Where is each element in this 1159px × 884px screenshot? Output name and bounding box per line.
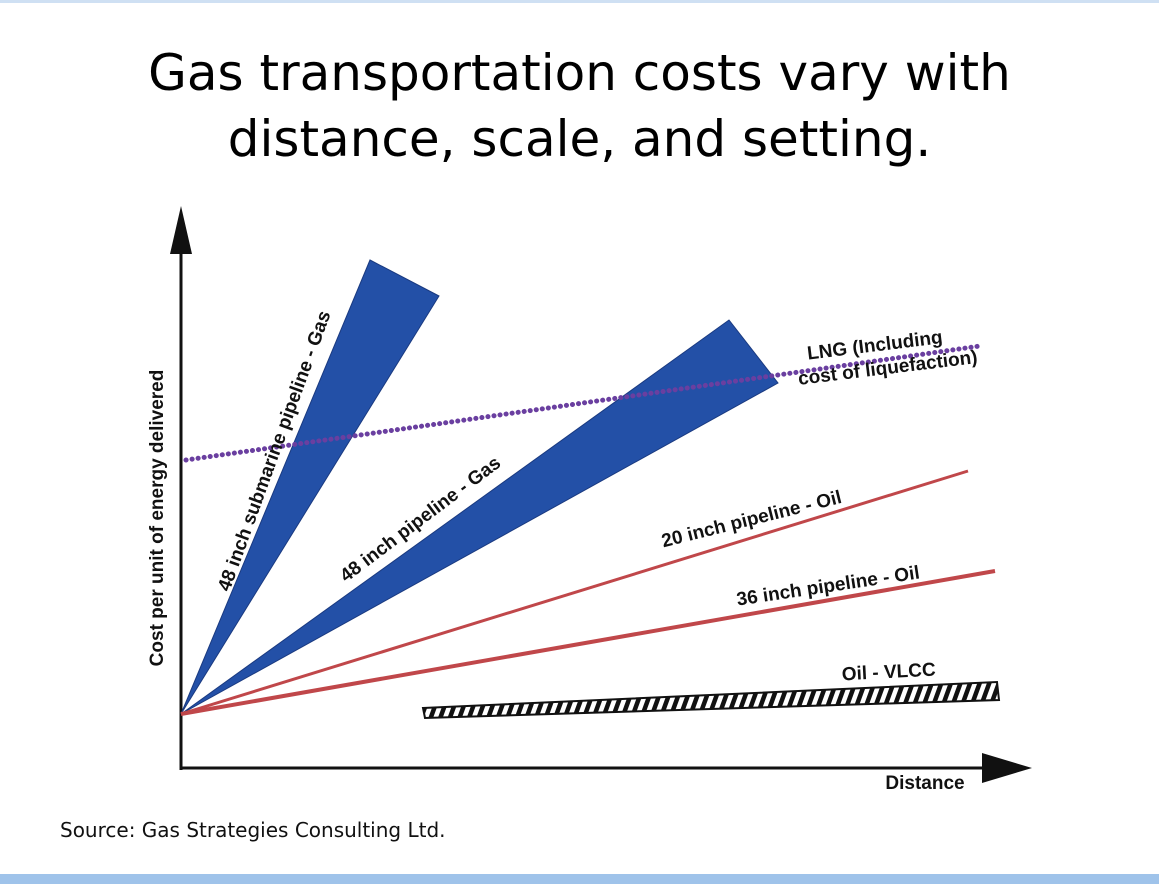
series-lng-dotted-line — [183, 343, 983, 463]
title-line-2: distance, scale, and setting. — [227, 110, 932, 168]
series-oil-vlcc-hatched-bar — [421, 680, 1001, 720]
y-axis-arrow-icon — [170, 206, 192, 254]
top-border — [0, 0, 1159, 3]
x-axis-arrow-icon — [982, 753, 1032, 783]
source-note: Source: Gas Strategies Consulting Ltd. — [60, 818, 446, 842]
label-20in-oil: 20 inch pipeline - Oil — [659, 487, 843, 552]
slide-title: Gas transportation costs vary with dista… — [0, 40, 1159, 172]
label-36in-oil: 36 inch pipeline - Oil — [735, 563, 921, 611]
series-36in-oil-line — [180, 569, 996, 716]
title-line-1: Gas transportation costs vary with — [148, 44, 1011, 102]
label-lng: LNG (Includingcost of liquefaction) — [794, 323, 979, 390]
label-lng-group: LNG (Includingcost of liquefaction) — [794, 323, 979, 390]
series-20in-oil-line — [180, 469, 969, 716]
bottom-border — [0, 874, 1159, 884]
x-axis-label: Distance — [885, 773, 964, 794]
series-48in-gas-wedge — [180, 319, 779, 715]
y-axis-label: Cost per unit of energy delivered — [147, 370, 168, 667]
series-48in-submarine-gas-wedge — [180, 259, 440, 715]
label-oil-vlcc: Oil - VLCC — [841, 660, 936, 686]
